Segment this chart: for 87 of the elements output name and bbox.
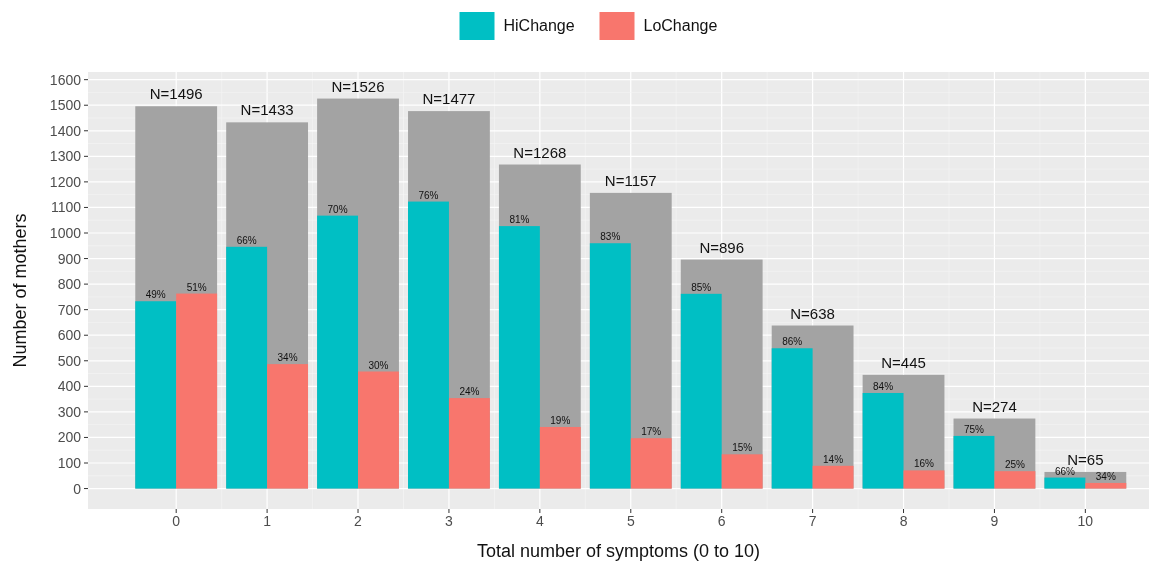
annotation: 70% — [327, 203, 348, 215]
y-tick-label: 200 — [57, 429, 82, 446]
data-label: N=65 — [1067, 450, 1104, 468]
annotation: 85% — [691, 281, 712, 293]
y-tick-label: 600 — [57, 327, 82, 344]
annotation: 34% — [277, 352, 298, 364]
bar — [358, 371, 399, 489]
y-tick-label: 0 — [73, 480, 82, 497]
x-axis-title: Total number of symptoms (0 to 10) — [476, 541, 761, 561]
bar — [267, 364, 309, 489]
x-tick-label: 1 — [263, 513, 272, 529]
y-tick-label: 500 — [57, 352, 82, 369]
x-tick-label: 3 — [445, 513, 454, 529]
annotation: 83% — [600, 231, 621, 243]
legend-label: HiChange — [503, 17, 575, 34]
bar — [226, 246, 268, 489]
y-tick-label: 100 — [57, 455, 82, 471]
data-label: N=1477 — [422, 90, 476, 108]
x-tick-label: 10 — [1077, 513, 1094, 529]
x-tick-label: 4 — [535, 513, 544, 529]
y-axis-title: Number of mothers — [10, 213, 30, 368]
data-label: N=274 — [972, 397, 1017, 415]
data-label: N=1157 — [604, 171, 657, 189]
bar — [862, 392, 904, 489]
annotation: 34% — [1095, 470, 1116, 482]
annotation: 17% — [641, 426, 662, 438]
bar — [771, 348, 813, 489]
x-tick-label: 0 — [172, 513, 181, 529]
annotation: 66% — [1054, 465, 1076, 477]
bar — [994, 471, 1036, 489]
annotation: 19% — [550, 414, 571, 426]
annotation: 14% — [823, 453, 844, 465]
y-tick-label: 1600 — [49, 71, 82, 88]
annotation: 75% — [963, 423, 985, 435]
bar — [812, 465, 854, 489]
y-tick-label: 400 — [57, 378, 82, 395]
bar — [408, 201, 449, 489]
bar — [176, 293, 218, 489]
bar — [1044, 477, 1086, 489]
annotation: 16% — [913, 458, 935, 470]
y-tick-label: 1400 — [49, 122, 82, 139]
data-label: N=1268 — [513, 143, 567, 161]
data-label: N=1496 — [149, 85, 203, 103]
bar — [721, 454, 763, 489]
x-tick-label: 9 — [990, 513, 999, 529]
y-tick-label: 1200 — [49, 173, 82, 190]
y-tick-label: 300 — [57, 403, 82, 420]
annotation: 84% — [873, 380, 894, 392]
annotation: 30% — [368, 359, 389, 371]
x-tick-label: 6 — [717, 513, 726, 529]
annotation: 66% — [236, 234, 257, 246]
annotation: 49% — [145, 289, 166, 301]
bar — [589, 243, 631, 489]
annotation: 81% — [509, 214, 530, 226]
annotation: 25% — [1004, 459, 1026, 471]
annotation: 76% — [418, 189, 439, 201]
data-label: N=896 — [699, 238, 744, 256]
x-tick-label: 7 — [808, 513, 817, 529]
bar — [953, 435, 995, 489]
bar — [498, 226, 540, 489]
annotation: 51% — [186, 281, 207, 293]
bar — [680, 293, 722, 489]
data-label: N=445 — [881, 353, 926, 371]
y-tick-label: 1300 — [49, 148, 82, 165]
y-tick-label: 1000 — [49, 225, 82, 241]
bar — [135, 301, 177, 489]
data-label: N=638 — [790, 304, 835, 322]
bar — [1085, 482, 1127, 489]
annotation: 24% — [459, 386, 480, 398]
x-tick-label: 5 — [626, 513, 635, 529]
x-tick-label: 8 — [899, 513, 908, 529]
y-tick-label: 800 — [57, 276, 82, 293]
y-tick-label: 900 — [57, 250, 82, 267]
y-tick-label: 1500 — [49, 97, 82, 114]
y-tick-label: 700 — [57, 301, 82, 318]
annotation: 86% — [782, 336, 803, 348]
data-label: N=1526 — [331, 77, 385, 95]
annotation: 15% — [732, 442, 753, 454]
bar — [317, 215, 359, 489]
x-tick-label: 2 — [354, 513, 363, 529]
bar — [903, 470, 945, 489]
bar — [448, 398, 490, 489]
y-tick-label: 1100 — [50, 199, 82, 216]
legend-label: LoChange — [643, 17, 718, 34]
data-label: N=1433 — [240, 101, 294, 119]
bar — [539, 426, 581, 489]
bar — [630, 438, 672, 489]
